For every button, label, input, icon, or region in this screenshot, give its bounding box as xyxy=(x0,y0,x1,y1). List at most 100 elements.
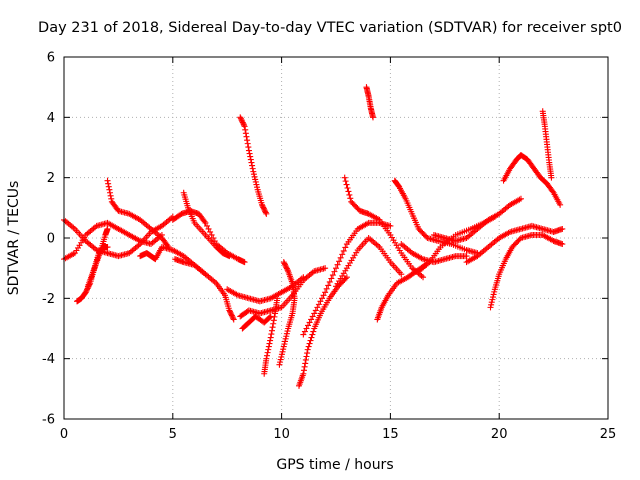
series-arc-13 xyxy=(261,295,281,377)
data-point xyxy=(557,201,564,208)
data-point xyxy=(489,294,496,301)
data-point xyxy=(237,115,244,122)
series-arc-25 xyxy=(430,195,524,245)
x-tick-label: 0 xyxy=(60,427,68,442)
data-point xyxy=(326,278,333,285)
data-point xyxy=(108,195,115,202)
data-point xyxy=(387,222,394,229)
chart-title: Day 231 of 2018, Sidereal Day-to-day VTE… xyxy=(38,20,622,36)
data-point xyxy=(342,178,349,185)
data-point xyxy=(329,272,336,279)
series-arc-9 xyxy=(171,256,237,323)
data-point xyxy=(333,265,339,272)
data-point xyxy=(283,265,290,272)
series-arc-19 xyxy=(363,84,376,121)
data-point xyxy=(310,328,317,335)
data-point xyxy=(207,228,214,235)
data-point xyxy=(282,338,289,345)
data-point xyxy=(270,320,277,327)
data-point xyxy=(300,331,307,338)
x-tick-label: 15 xyxy=(382,427,399,442)
data-point xyxy=(277,356,284,363)
data-point xyxy=(559,241,566,248)
data-point xyxy=(244,140,251,147)
data-point xyxy=(398,271,405,278)
data-point xyxy=(261,206,268,213)
data-point xyxy=(312,307,319,314)
data-point xyxy=(263,355,270,362)
data-point xyxy=(283,330,290,337)
data-point xyxy=(307,337,314,344)
data-point xyxy=(344,185,351,192)
data-point xyxy=(242,126,249,133)
data-point xyxy=(491,288,498,295)
data-point xyxy=(301,363,308,370)
data-point xyxy=(283,333,290,340)
data-point xyxy=(302,360,309,367)
data-point xyxy=(269,324,276,331)
data-point xyxy=(247,156,254,163)
data-point xyxy=(279,348,286,355)
data-point xyxy=(104,225,111,232)
data-point xyxy=(347,195,354,202)
data-point xyxy=(323,285,330,292)
y-axis-label: SDTVAR / TECUs xyxy=(6,181,22,296)
data-point xyxy=(346,191,353,198)
data-point xyxy=(280,259,287,266)
data-points xyxy=(61,84,566,389)
data-point xyxy=(305,322,312,329)
data-point xyxy=(237,114,244,121)
data-point xyxy=(226,307,233,314)
data-point xyxy=(489,296,496,303)
data-point xyxy=(304,350,311,357)
data-point xyxy=(203,222,210,229)
data-point xyxy=(336,258,343,265)
data-point xyxy=(105,183,112,190)
data-point xyxy=(280,343,287,350)
data-point xyxy=(252,178,259,185)
data-point xyxy=(107,189,114,196)
data-point xyxy=(245,147,252,154)
data-point xyxy=(274,295,281,302)
series-arc-14 xyxy=(237,114,270,217)
data-point xyxy=(230,315,237,322)
data-point xyxy=(239,119,246,126)
data-point xyxy=(340,247,347,254)
data-point xyxy=(238,116,245,123)
data-point xyxy=(262,209,269,216)
data-point xyxy=(260,205,267,212)
data-point xyxy=(105,180,112,187)
data-point xyxy=(280,346,287,353)
data-point xyxy=(341,174,348,181)
data-point xyxy=(84,286,91,293)
data-point xyxy=(205,225,212,232)
data-point xyxy=(106,186,113,193)
series-arc-29 xyxy=(539,108,555,181)
data-point xyxy=(276,361,283,368)
data-point xyxy=(259,203,266,210)
data-point xyxy=(251,173,258,180)
y-tick-label: 4 xyxy=(47,111,55,126)
data-point xyxy=(306,319,313,326)
data-point xyxy=(314,304,321,311)
data-point xyxy=(284,266,291,273)
data-point xyxy=(208,231,215,238)
data-point xyxy=(248,159,255,166)
y-tick-label: -2 xyxy=(42,292,55,307)
data-point xyxy=(328,275,335,282)
data-point xyxy=(247,153,254,160)
data-point xyxy=(246,150,253,157)
series-arc-18 xyxy=(333,235,405,290)
data-point xyxy=(487,304,494,311)
data-point xyxy=(548,174,555,181)
data-point xyxy=(343,181,350,188)
x-tick-label: 25 xyxy=(600,427,617,442)
data-point xyxy=(267,334,274,341)
data-point xyxy=(559,225,566,232)
data-point xyxy=(339,251,346,258)
data-point xyxy=(303,325,310,332)
data-point xyxy=(420,274,427,281)
data-point xyxy=(283,264,290,271)
series-arc-16 xyxy=(296,274,350,389)
